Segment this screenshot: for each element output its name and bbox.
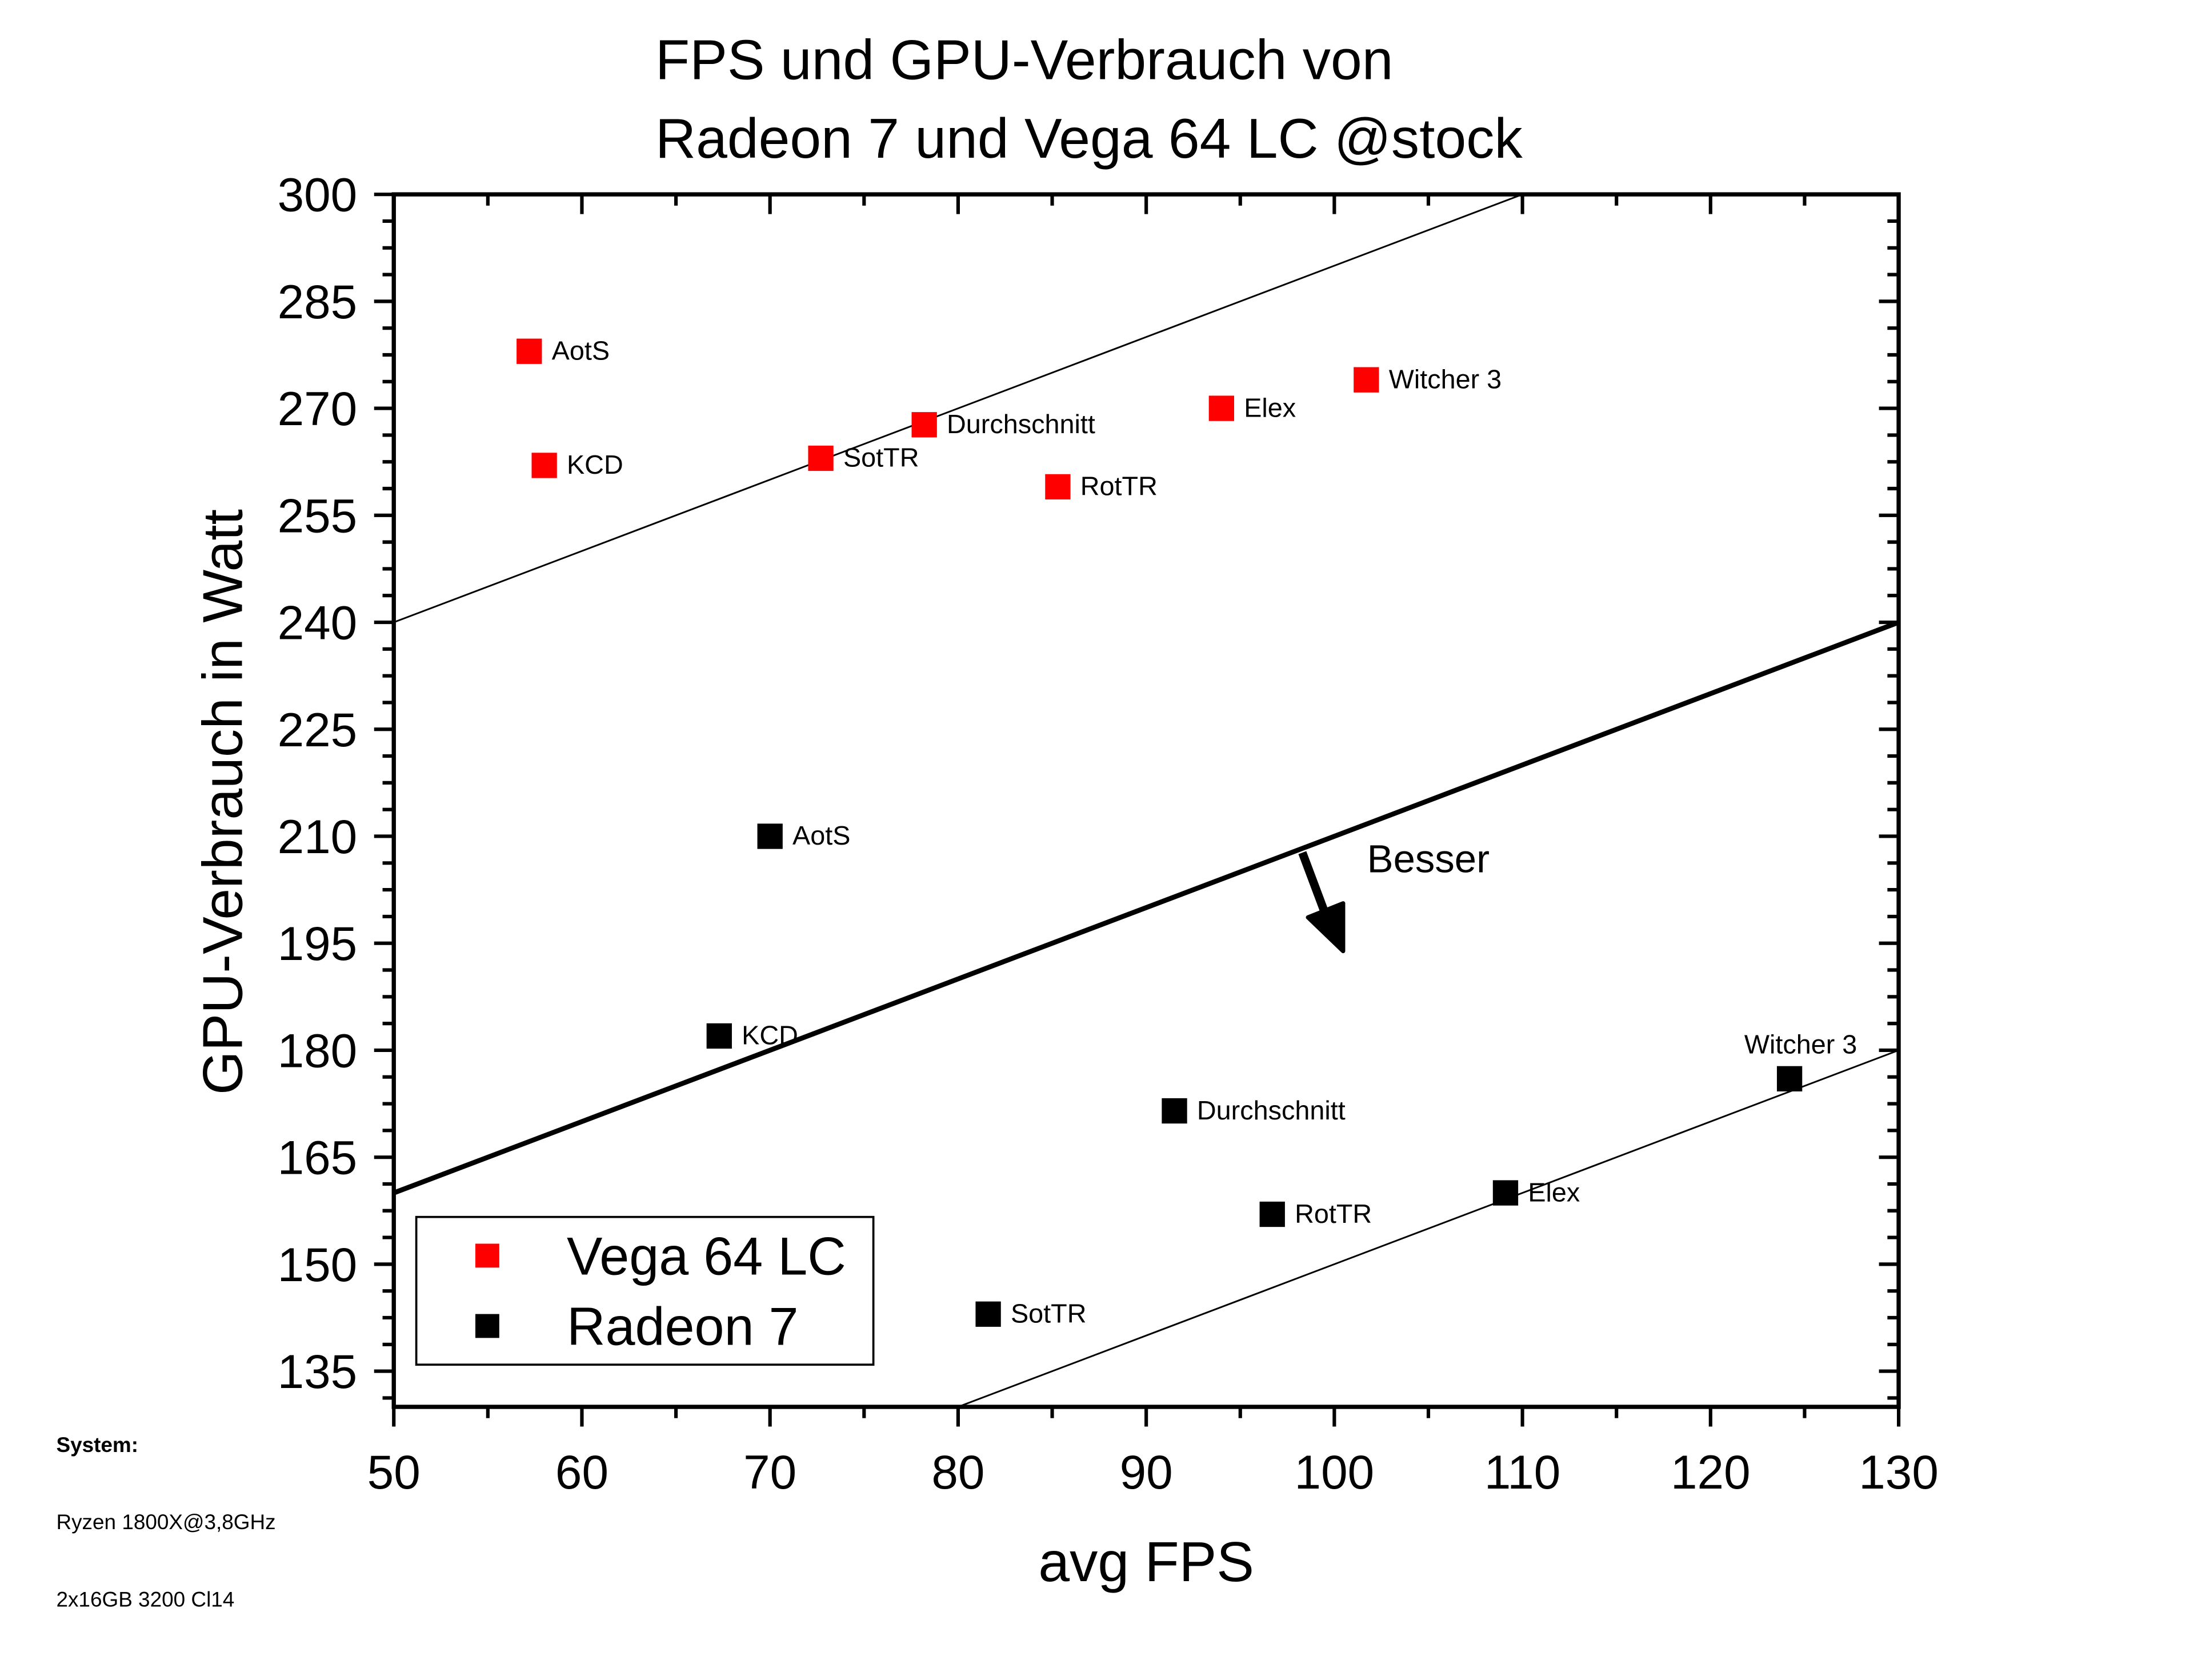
legend: Vega 64 LC Radeon 7: [415, 1215, 875, 1366]
y-tick-label: 195: [278, 917, 358, 970]
besser-arrow: [1298, 851, 1346, 954]
x-tick-label: 80: [931, 1445, 984, 1499]
chart-title-line2: Radeon 7 und Vega 64 LC @stock: [655, 107, 1523, 170]
x-tick-label: 110: [1484, 1445, 1560, 1499]
y-tick-label: 165: [278, 1131, 358, 1185]
data-point-vega: [1045, 474, 1071, 500]
x-tick-label: 60: [555, 1445, 608, 1499]
y-tick-label: 270: [278, 382, 358, 435]
legend-marker-vega: [475, 1243, 499, 1268]
x-tick-label: 70: [743, 1445, 796, 1499]
data-label: Durchschnitt: [947, 409, 1095, 439]
data-point-vega: [808, 445, 834, 471]
data-point-radeon: [1492, 1180, 1519, 1206]
reference-line-middle-thick: [393, 620, 1900, 1195]
data-point-radeon: [1162, 1098, 1187, 1124]
data-label: KCD: [742, 1021, 798, 1050]
y-tick-label: 300: [278, 168, 358, 222]
data-point-vega: [517, 338, 542, 364]
annotation-besser: Besser: [1367, 837, 1490, 881]
y-tick-label: 180: [278, 1023, 358, 1077]
system-ram: 2x16GB 3200 Cl14: [56, 1588, 234, 1611]
x-tick-label: 120: [1671, 1445, 1751, 1499]
legend-label-radeon: Radeon 7: [567, 1297, 799, 1357]
data-point-vega: [1208, 395, 1234, 421]
data-label: SotTR: [843, 443, 919, 473]
data-label: RotTR: [1080, 471, 1158, 501]
system-cpu: Ryzen 1800X@3,8GHz: [56, 1510, 275, 1534]
data-label: Elex: [1528, 1177, 1580, 1207]
y-tick-label: 150: [278, 1238, 358, 1291]
data-label: AotS: [552, 336, 610, 366]
data-point-radeon: [757, 823, 783, 849]
x-tick-label: 50: [367, 1445, 421, 1499]
data-label: SotTR: [1011, 1299, 1087, 1329]
x-tick-label: 130: [1859, 1445, 1939, 1499]
y-tick-label: 255: [278, 489, 358, 542]
data-point-vega: [911, 412, 937, 438]
system-heading: System:: [56, 1433, 138, 1457]
data-point-radeon: [1776, 1066, 1803, 1092]
x-tick-label: 90: [1120, 1445, 1173, 1499]
x-axis-label: avg FPS: [1038, 1530, 1254, 1593]
plot-frame: [391, 192, 1901, 1409]
data-label: RotTR: [1295, 1199, 1372, 1229]
y-axis-label: GPU-Verbrauch in Watt: [191, 509, 254, 1095]
x-tick-label: 100: [1295, 1445, 1375, 1499]
y-tick-label: 210: [278, 810, 358, 863]
reference-line-lower-thin: [958, 1049, 1899, 1408]
y-tick-label: 135: [278, 1345, 358, 1398]
y-tick-label: 225: [278, 703, 358, 757]
legend-box: [415, 1215, 875, 1366]
legend-label-vega: Vega 64 LC: [567, 1226, 846, 1286]
data-label: KCD: [567, 450, 623, 479]
data-point-radeon: [1259, 1201, 1285, 1227]
y-tick-label: 285: [278, 275, 358, 329]
y-tick-label: 240: [278, 596, 358, 650]
data-point-vega: [531, 453, 557, 478]
data-point-vega: [1354, 367, 1379, 393]
data-label: AotS: [792, 821, 850, 850]
data-label: Witcher 3: [1744, 1030, 1857, 1059]
data-point-radeon: [706, 1023, 732, 1049]
data-label: Witcher 3: [1389, 364, 1502, 394]
reference-line-upper-thin: [393, 193, 1523, 623]
legend-marker-radeon: [475, 1314, 499, 1338]
data-point-radeon: [975, 1301, 1001, 1327]
data-label: Durchschnitt: [1197, 1095, 1346, 1125]
chart-title-line1: FPS und GPU-Verbrauch von: [655, 28, 1393, 91]
data-label: Elex: [1244, 393, 1296, 422]
